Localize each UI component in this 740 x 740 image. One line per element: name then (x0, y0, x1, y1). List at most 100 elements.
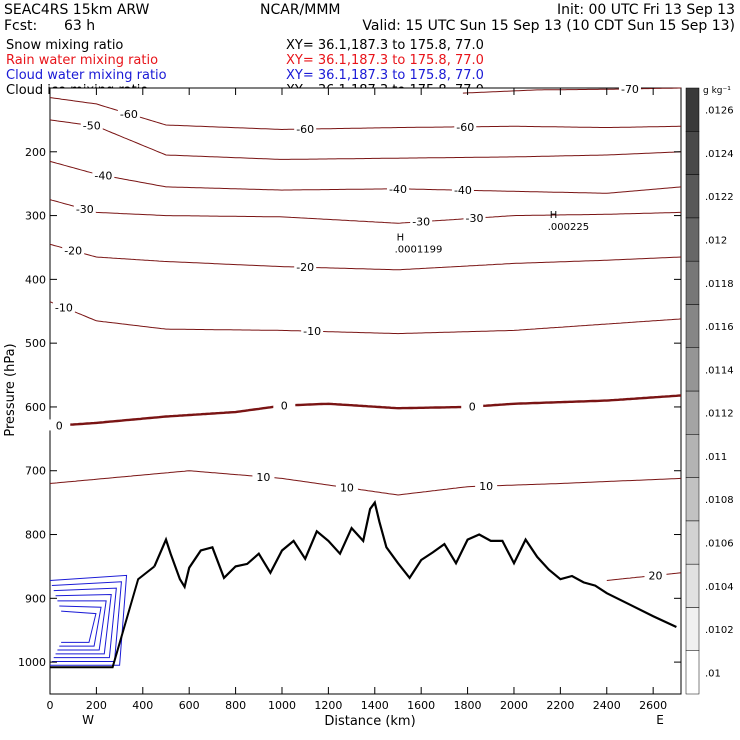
terrain-boundary (50, 565, 156, 669)
isotherm-line (49, 470, 682, 496)
isotherm-label: 10 (340, 482, 354, 495)
y-tick-label: 300 (25, 210, 46, 223)
y-tick-label: 600 (25, 401, 46, 414)
colorbar-swatch (685, 607, 700, 651)
forecast-label: Fcst: (4, 18, 37, 34)
isotherm-label-bg (294, 123, 317, 135)
plot-area: -70 -60 -60 -60 -50 -40 -40 -40 -30 -30 -30 -20 -20 -… (18, 82, 682, 712)
isotherm-label: -30 (76, 203, 94, 216)
x-tick-label: 0 (47, 699, 54, 712)
colorbar-swatch (685, 174, 700, 219)
isotherm-line (49, 243, 682, 271)
x-tick-label: 1600 (407, 699, 435, 712)
x-tick-label: 2400 (593, 699, 621, 712)
legend-xy: XY= 36.1,187.3 to 175.8, 77.0 (286, 38, 484, 53)
colorbar-tick-label: .011 (705, 452, 727, 463)
colorbar-swatch (685, 477, 700, 522)
colorbar-tick-label: .0106 (705, 539, 734, 550)
legend-label: Cloud water mixing ratio (6, 68, 167, 83)
organization: NCAR/MMM (260, 2, 341, 18)
legend-label: Rain water mixing ratio (6, 53, 158, 68)
x-tick-label: 2200 (546, 699, 574, 712)
isotherm-label-bg (475, 480, 498, 492)
cloud-water-contour (53, 587, 117, 659)
isotherm-line (49, 199, 681, 224)
colorbar-tick-label: .0108 (705, 495, 734, 506)
colorbar-tick-label: .01 (705, 668, 721, 679)
isotherm-label-bg (335, 481, 358, 493)
isotherm-line (49, 119, 682, 160)
x-tick-label: 2000 (500, 699, 528, 712)
model-title: SEAC4RS 15km ARW (4, 2, 150, 18)
isotherm-line (49, 97, 681, 131)
y-tick-label: 900 (25, 592, 46, 605)
cloud-water-contour (61, 610, 97, 643)
x-tick-label: 2600 (639, 699, 667, 712)
valid-time: Valid: 15 UTC Sun 15 Sep 13 (10 CDT Sun … (362, 18, 735, 34)
colorbar-swatch (685, 217, 700, 262)
isotherm-label-bg (273, 399, 296, 411)
x-tick-label: 600 (179, 699, 200, 712)
isotherm-label-bg (80, 119, 103, 131)
isotherm-label: -20 (64, 245, 82, 258)
x-right-end-label: E (656, 713, 664, 727)
x-tick-label: 1400 (361, 699, 389, 712)
colorbar-swatch (685, 260, 700, 305)
legend-xy: XY= 36.1,187.3 to 175.8, 77.0 (286, 53, 484, 68)
max-marker: H (550, 210, 558, 221)
colorbar-swatch (685, 434, 700, 478)
y-tick-label: 700 (25, 465, 46, 478)
isotherm-label-bg (454, 120, 477, 132)
y-tick-label: 400 (25, 273, 46, 286)
isotherm-label: 0 (281, 400, 288, 413)
isotherm-label-bg (644, 569, 667, 581)
isotherm-label: 10 (479, 480, 493, 493)
colorbar-unit: g kg⁻¹ (703, 86, 731, 96)
legend-label: Snow mixing ratio (6, 38, 123, 53)
isotherm-label-bg (73, 203, 96, 215)
x-tick-label: 200 (86, 699, 107, 712)
x-tick-label: 400 (132, 699, 153, 712)
isotherm-label-bg (386, 182, 409, 194)
isotherm-label: 20 (648, 569, 662, 582)
isotherm-label-bg (92, 169, 115, 181)
colorbar-swatch (685, 650, 700, 695)
isotherm-label: -50 (83, 120, 101, 133)
max-value: .000225 (548, 222, 589, 233)
cloud-water-contour (55, 593, 112, 655)
plot-frame (49, 87, 682, 695)
x-left-end-label: W (82, 713, 94, 727)
isotherm-label: 0 (469, 401, 476, 414)
isotherm-label-bg (461, 400, 484, 412)
colorbar-tick-label: .0104 (705, 582, 734, 593)
colorbar-swatch (685, 347, 700, 392)
colorbar-tick-label: .0118 (705, 279, 734, 290)
y-tick-label: 200 (25, 146, 46, 159)
y-axis-label: Pressure (hPa) (3, 343, 18, 436)
isotherm-label: -40 (454, 184, 472, 197)
isotherm-line (49, 160, 682, 194)
y-tick-label: 500 (25, 337, 46, 350)
colorbar-tick-label: .0102 (705, 625, 734, 636)
isotherm-label: 10 (256, 471, 270, 484)
isotherm-line (462, 87, 681, 94)
isotherm-label-bg (618, 82, 641, 94)
colorbar-tick-label: .0126 (705, 106, 734, 117)
colorbar-tick-label: .0112 (705, 409, 734, 420)
colorbar-tick-label: .012 (705, 236, 727, 247)
isotherm-label: 0 (56, 419, 63, 432)
isotherm-label: -60 (296, 123, 314, 136)
y-tick-label: 1000 (18, 656, 46, 669)
colorbar-tick-label: .0114 (705, 365, 734, 376)
isotherm-label-bg (48, 419, 71, 431)
isotherm-label: -60 (456, 121, 474, 134)
colorbar-tick-label: .0122 (705, 192, 734, 203)
colorbar-swatch (685, 87, 700, 132)
isotherm-label: -10 (55, 301, 73, 314)
colorbar-tick-label: .0116 (705, 322, 734, 333)
forecast-hours: 63 h (64, 18, 95, 34)
isotherm-label-bg (463, 212, 486, 224)
